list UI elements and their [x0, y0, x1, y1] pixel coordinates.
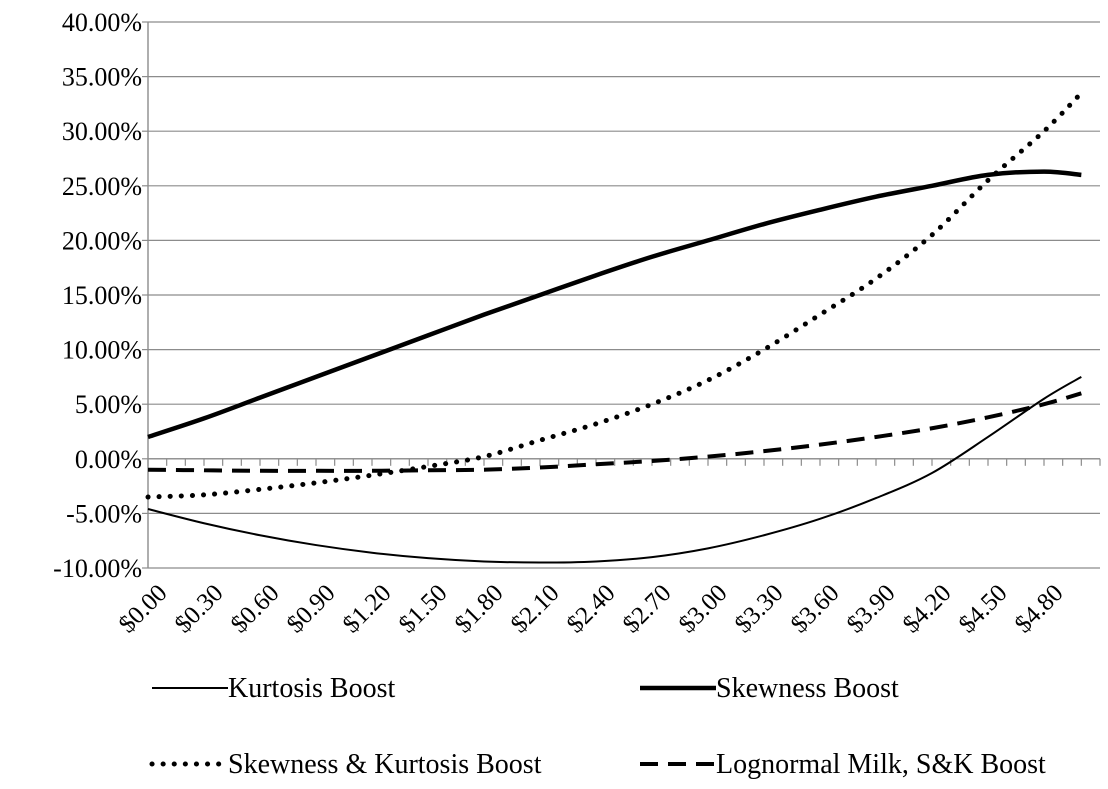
- legend-item: Lognormal Milk, S&K Boost: [640, 749, 1046, 780]
- x-tick-label: $3.60: [786, 580, 845, 639]
- y-tick-label: 40.00%: [62, 8, 142, 37]
- y-tick-label: -5.00%: [66, 499, 142, 528]
- legend-item: Skewness & Kurtosis Boost: [149, 749, 542, 780]
- y-tick-label: 5.00%: [75, 390, 142, 419]
- legend-label: Lognormal Milk, S&K Boost: [716, 749, 1046, 780]
- x-tick-label: $3.30: [730, 580, 789, 639]
- x-tick-label: $4.20: [898, 580, 957, 639]
- x-tick-label: $1.50: [394, 580, 453, 639]
- x-tick-label: $0.00: [114, 580, 173, 639]
- series-line-1: [147, 376, 1082, 564]
- x-tick-label: $2.40: [562, 580, 621, 639]
- y-tick-label: -10.00%: [53, 554, 142, 583]
- y-tick-label: 25.00%: [62, 172, 142, 201]
- y-tick-label: 35.00%: [62, 63, 142, 92]
- legend: Kurtosis Boost Skewness Boost Skewness & K…: [149, 673, 1046, 780]
- legend-label: Kurtosis Boost: [228, 673, 395, 704]
- axes: [142, 21, 1101, 569]
- x-tick-label: $0.90: [282, 580, 341, 639]
- x-tick-labels: $0.00$0.30$0.60$0.90$1.20$1.50$1.80$2.10…: [114, 580, 1069, 639]
- legend-label: Skewness Boost: [716, 673, 899, 704]
- x-tick-label: $4.50: [954, 580, 1013, 639]
- x-tick-label: $3.90: [842, 580, 901, 639]
- x-tick-label: $2.10: [506, 580, 565, 639]
- x-tick-label: $0.60: [226, 580, 285, 639]
- x-tick-label: $1.80: [450, 580, 509, 639]
- x-tick-label: $0.30: [170, 580, 229, 639]
- series-line-2: [147, 169, 1082, 440]
- x-tick-label: $2.70: [618, 580, 677, 639]
- y-tick-label: 30.00%: [62, 117, 142, 146]
- legend-item: Skewness Boost: [640, 673, 899, 704]
- y-tick-label: 0.00%: [75, 445, 142, 474]
- y-tick-label: 20.00%: [62, 226, 142, 255]
- legend-item: Kurtosis Boost: [152, 673, 395, 704]
- y-tick-label: 10.00%: [62, 336, 142, 365]
- x-tick-label: $3.00: [674, 580, 733, 639]
- y-tick-label: 15.00%: [62, 281, 142, 310]
- legend-label: Skewness & Kurtosis Boost: [228, 749, 542, 780]
- series-line-3: [145, 90, 1084, 500]
- series-lines: [145, 90, 1084, 564]
- y-tick-labels: -10.00% -5.00% 0.00% 5.00% 10.00% 15.00% 20.00…: [53, 8, 142, 583]
- x-tick-label: $4.80: [1010, 580, 1069, 639]
- x-tick-label: $1.20: [338, 580, 397, 639]
- series-line-4: [147, 391, 1082, 473]
